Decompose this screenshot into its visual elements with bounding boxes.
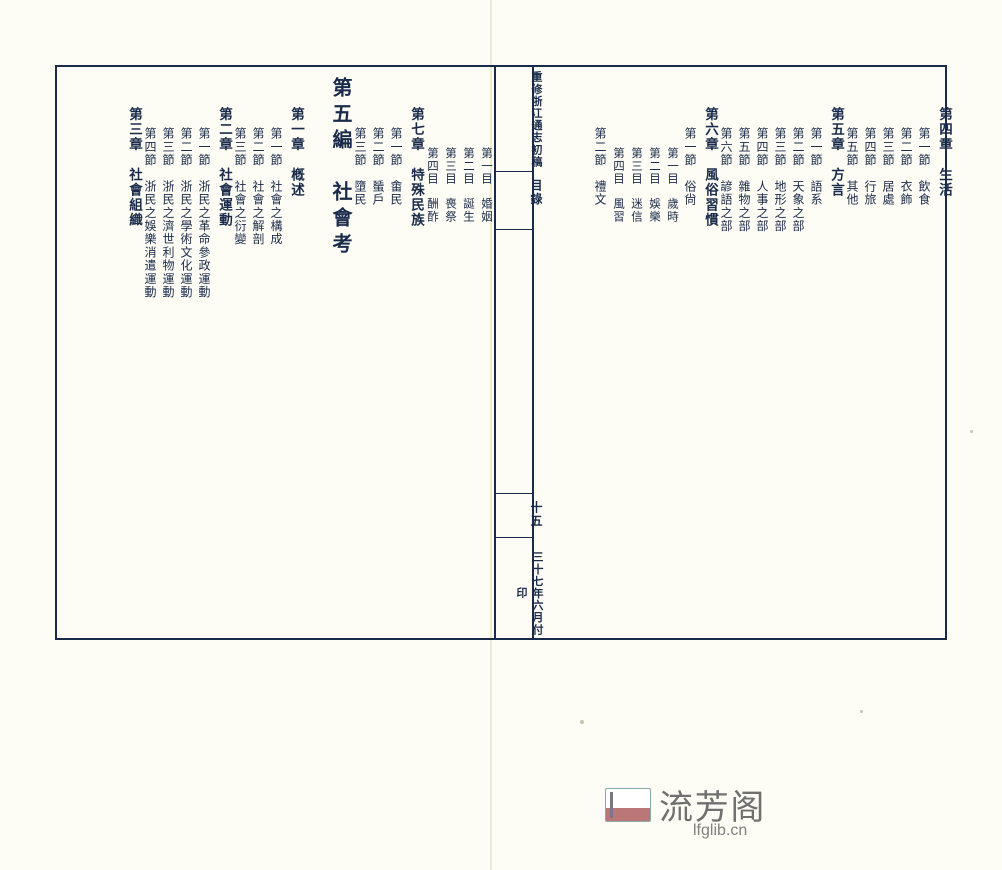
toc-entry: 第七章 特殊民族 (406, 65, 426, 228)
toc-entry: 第三節 地形之部 (772, 65, 789, 233)
toc-entry: 第三目 迷信 (628, 65, 644, 223)
toc-entry: 第四目 風習 (610, 65, 626, 223)
toc-entry: 第一節 畬民 (388, 65, 405, 206)
paper-speck (860, 710, 863, 713)
toc-entry: 第二節 浙民之學術文化運動 (178, 65, 195, 299)
toc-entry: 第二節 蜑戶 (370, 65, 387, 206)
paper-speck (580, 720, 584, 724)
toc-entry: 第二章 社會運動 (214, 65, 234, 228)
toc-entry: 第四目 酬酢 (424, 65, 440, 223)
toc-entry: 第二節 天象之部 (790, 65, 807, 233)
toc-entry: 第三章 社會組織 (124, 65, 144, 228)
toc-entry: 第四章 生活 (934, 65, 954, 198)
spine-sep (496, 537, 532, 538)
spine-section: 目錄 (509, 179, 545, 205)
toc-entry: 第一目 歲時 (664, 65, 680, 223)
spine-sep (496, 493, 532, 494)
toc-entry: 第六章 風俗習慣 (700, 65, 720, 228)
toc-entry: 第三節 居處 (880, 65, 897, 206)
toc-entry: 第二節 社會之解剖 (250, 65, 267, 246)
toc-heading: 第五編 社會考 (326, 65, 355, 259)
spine-print-date: 三十七年六月付印 (509, 547, 545, 640)
toc-entry: 第一節 俗尙 (682, 65, 699, 206)
toc-entry: 第二節 禮文 (592, 65, 609, 206)
toc-entry: 第五節 雜物之部 (736, 65, 753, 233)
toc-entry: 第二節 衣飾 (898, 65, 915, 206)
paper-speck (970, 430, 973, 433)
toc-entry: 第三目 喪祭 (442, 65, 458, 223)
spine-sep (496, 229, 532, 230)
spine-book-title: 重修浙江通志初稿 (508, 71, 544, 168)
watermark-url: lfglib.cn (693, 822, 747, 840)
toc-entry: 第四節 人事之部 (754, 65, 771, 233)
toc-entry: 第四節 行旅 (862, 65, 879, 206)
toc-entry: 第五章 方言 (826, 65, 846, 198)
toc-entry: 第三節 浙民之濟世利物運動 (160, 65, 177, 299)
toc-entry: 第四節 浙民之娛樂消遣運動 (142, 65, 159, 299)
toc-entry: 第六節 諺語之部 (718, 65, 735, 233)
spine-column: 重修浙江通志初稿 目錄 十五 三十七年六月付印 (494, 65, 534, 640)
toc-entry: 第二目 娛樂 (646, 65, 662, 223)
toc-entry: 第一節 語系 (808, 65, 825, 206)
toc-entry: 第一節 社會之構成 (268, 65, 285, 246)
spine-page-number: 十五 (509, 501, 545, 527)
toc-entry: 第一節 浙民之革命參政運動 (196, 65, 213, 299)
toc-entry: 第一節 飲食 (916, 65, 933, 206)
toc-entry: 第三節 社會之衍變 (232, 65, 249, 246)
toc-entry: 第一章 槪述 (286, 65, 306, 198)
spine-sep (496, 171, 532, 172)
toc-entry: 第一目 婚姻 (478, 65, 494, 223)
toc-entry: 第五節 其他 (844, 65, 861, 206)
toc-entry: 第二目 誕生 (460, 65, 476, 223)
watermark-book-icon (605, 788, 651, 822)
